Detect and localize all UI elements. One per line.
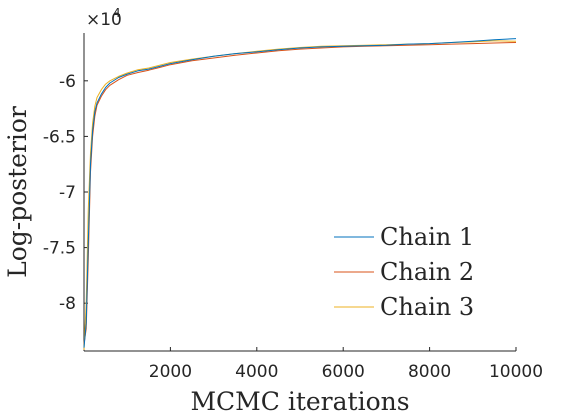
y-tick-label: -6: [59, 72, 76, 92]
plot-area: 2000 4000 6000 8000 10000 -8 -7.5 -7 -6.5 -6: [43, 33, 543, 382]
x-tick-label: 2000: [149, 362, 192, 382]
x-tick-label: 4000: [235, 362, 278, 382]
y-exponent-power: 4: [113, 6, 121, 20]
series-lines: [83, 38, 517, 350]
x-ticks: 2000 4000 6000 8000 10000: [149, 347, 543, 382]
y-axis-label: Log-posterior: [3, 106, 32, 278]
x-tick-label: 10000: [489, 362, 543, 382]
y-exponent: ×10 4: [86, 6, 122, 30]
series-line-chain-2: [83, 42, 517, 345]
legend-label: Chain 1: [380, 223, 474, 251]
y-exponent-base: ×10: [86, 10, 122, 30]
x-axis-label: MCMC iterations: [190, 387, 409, 416]
y-tick-label: -6.5: [43, 127, 76, 147]
series-line-chain-1: [83, 38, 517, 348]
legend-label: Chain 3: [380, 293, 474, 321]
y-tick-label: -8: [59, 294, 76, 314]
legend-label: Chain 2: [380, 258, 474, 286]
y-tick-label: -7.5: [43, 239, 76, 259]
x-tick-label: 6000: [322, 362, 365, 382]
y-tick-label: -7: [59, 183, 76, 203]
y-ticks: -8 -7.5 -7 -6.5 -6: [43, 72, 88, 314]
x-tick-label: 8000: [408, 362, 451, 382]
legend: Chain 1 Chain 2 Chain 3: [334, 223, 474, 321]
